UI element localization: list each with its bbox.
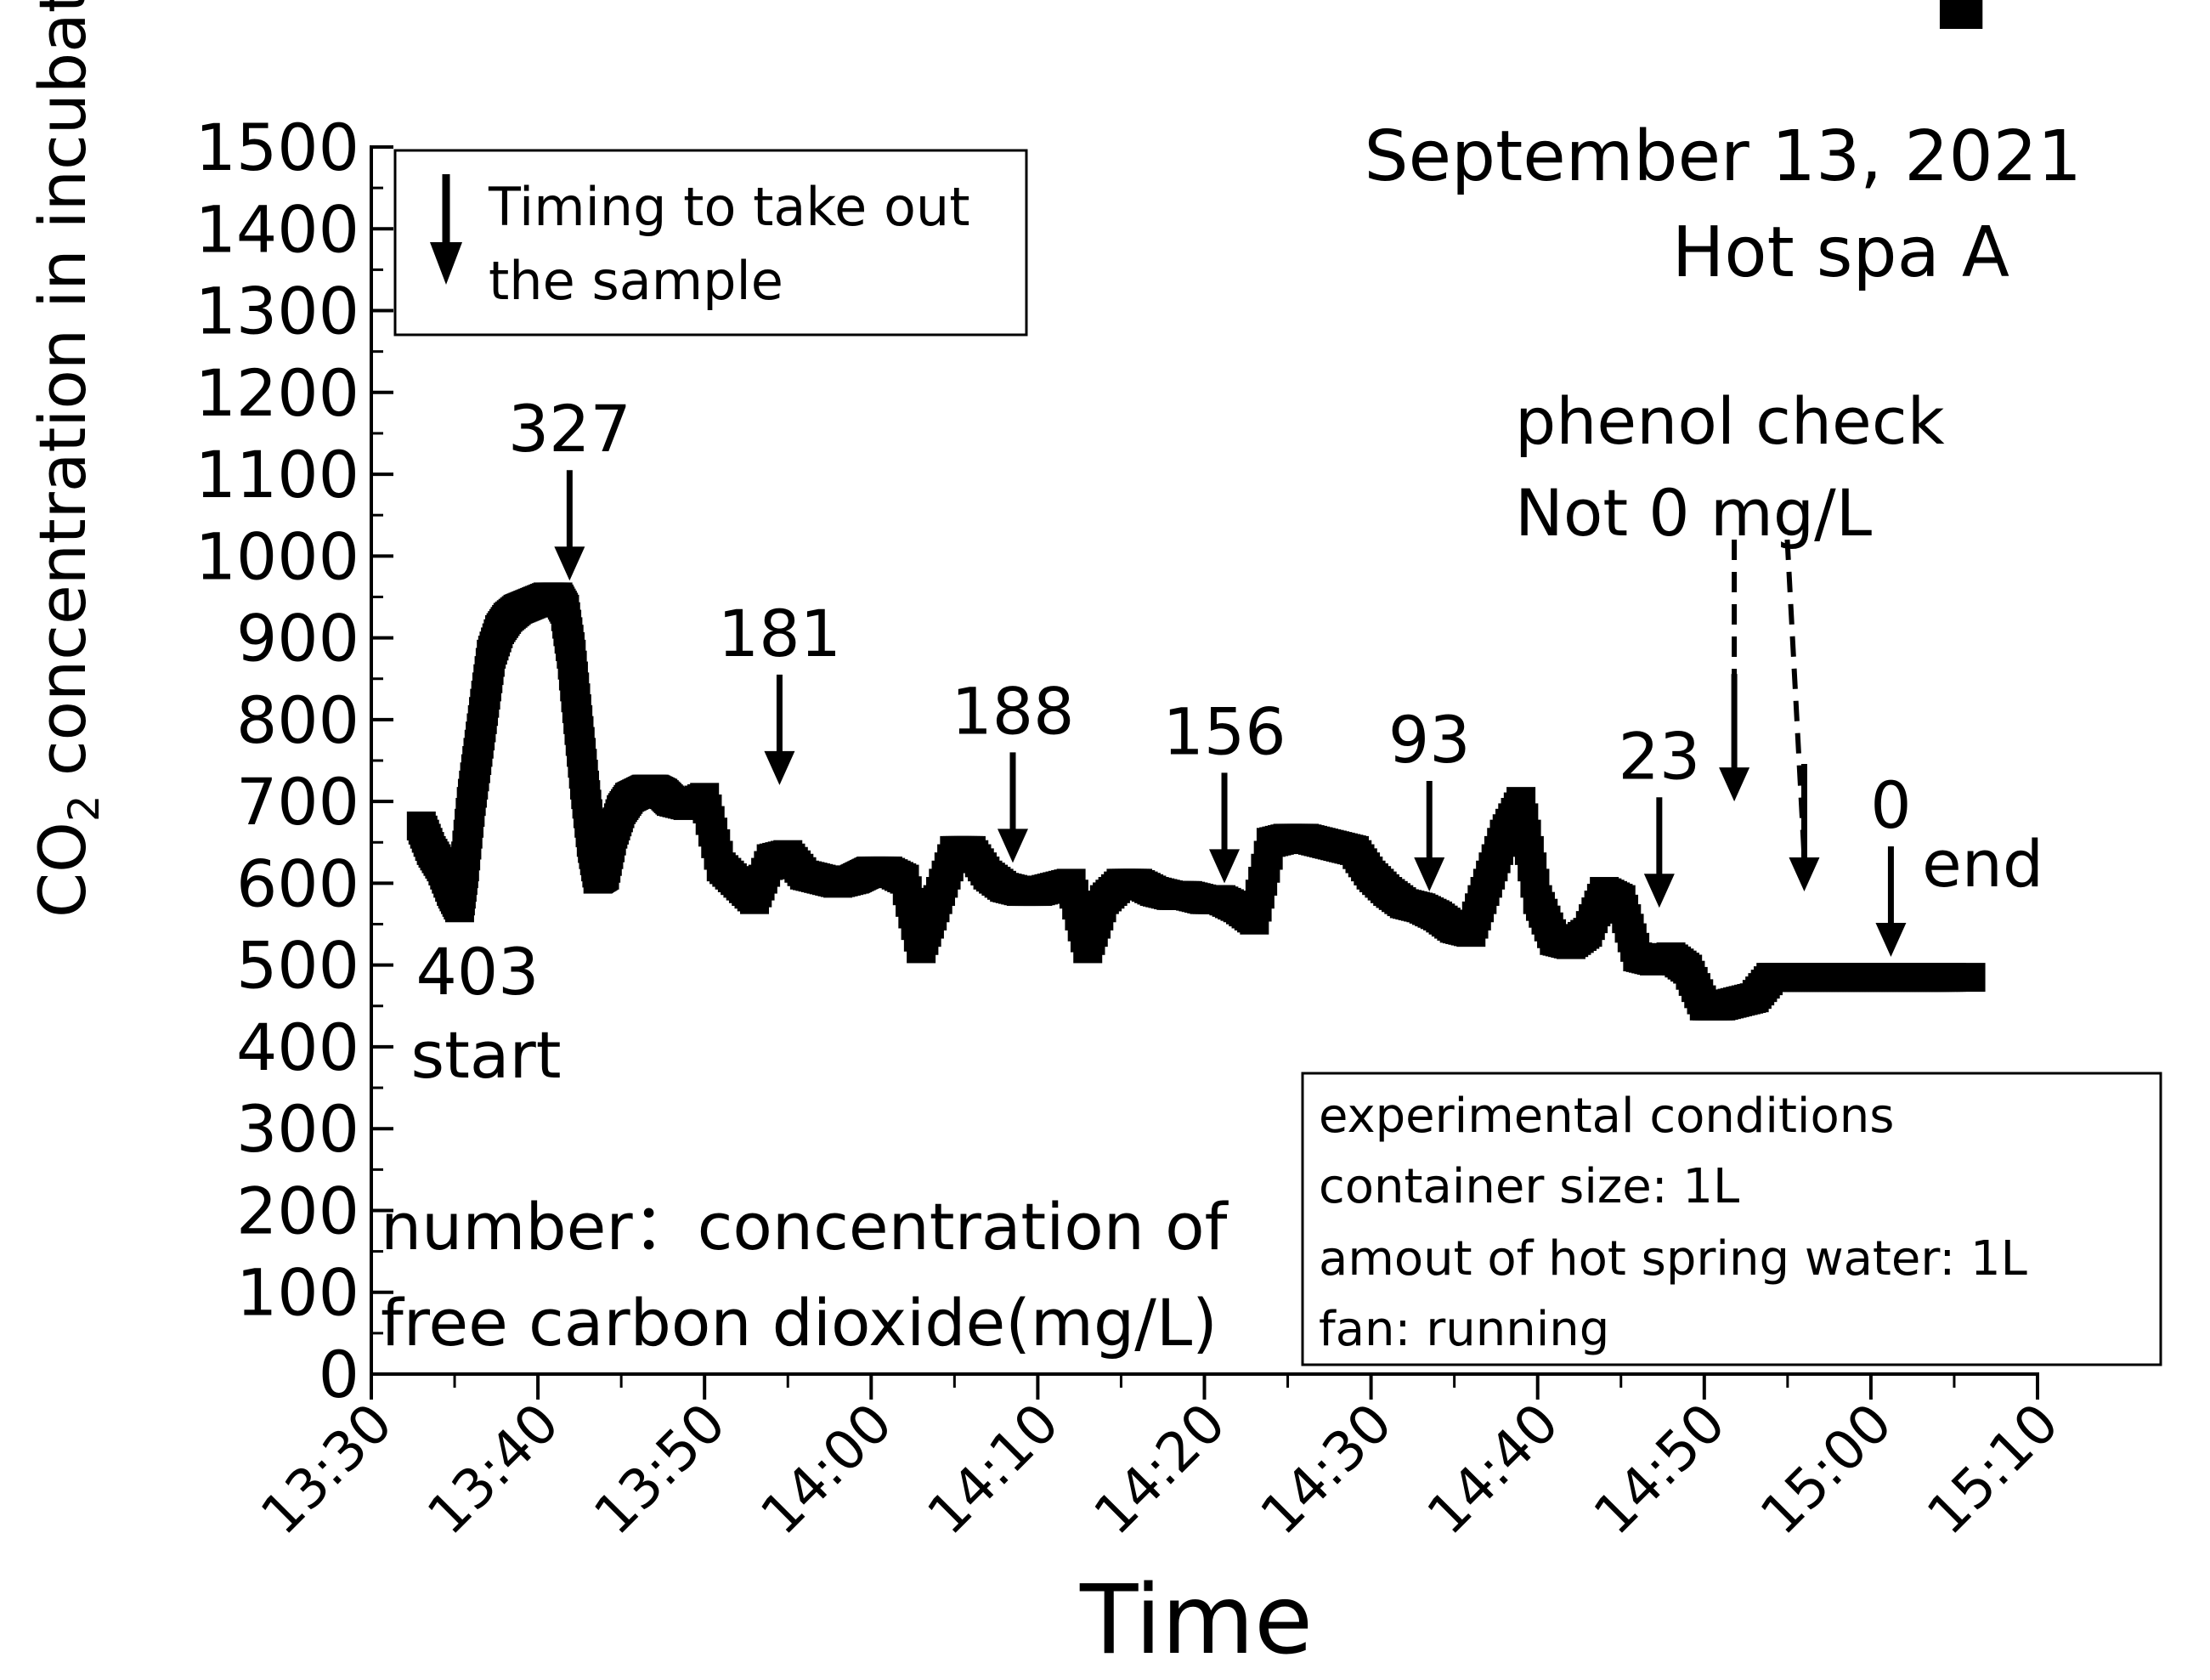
arrow-head-icon	[1875, 923, 1907, 958]
legend: Timing to take out the sample	[393, 149, 1028, 337]
x-tick-label: 14:40	[1416, 1392, 1571, 1547]
x-tick-label: 13:40	[416, 1392, 572, 1547]
end-label: end	[1922, 826, 2043, 902]
x-tick-label: 15:00	[1749, 1392, 1904, 1547]
y-tick-label: 1300	[195, 274, 359, 349]
y-tick-label: 1000	[195, 518, 359, 594]
legend-line-1: Timing to take out	[488, 176, 970, 238]
condition-line: amout of hot spring water: 1L	[1319, 1231, 2027, 1287]
condition-line: fan: running	[1319, 1302, 1609, 1357]
x-tick-label: 14:20	[1082, 1392, 1238, 1547]
phenol-arrow	[1719, 540, 1750, 802]
y-tick-label: 300	[236, 1091, 359, 1167]
y-tick-label: 900	[236, 601, 359, 676]
arrow-head-icon	[764, 750, 795, 785]
annotation-label: 188	[951, 673, 1074, 749]
y-label-co: CO	[25, 822, 100, 918]
y-tick-label: 1400	[195, 191, 359, 267]
x-tick-label: 14:10	[916, 1392, 1071, 1547]
legend-box	[393, 149, 1028, 337]
y-label-rest: concentration in incubator (ppm)	[25, 0, 100, 776]
annotation-label: 327	[508, 391, 631, 467]
y-tick-label: 500	[236, 928, 359, 1004]
data-layer	[406, 0, 1986, 1021]
arrow-head-icon	[1643, 874, 1675, 908]
data-point	[1956, 963, 1986, 993]
annotation-label: 93	[1388, 702, 1471, 778]
y-tick-label: 100	[236, 1255, 359, 1331]
legend-line-2: the sample	[489, 250, 783, 312]
annotation-label: 403	[415, 934, 539, 1010]
x-tick-label: 15:10	[1916, 1392, 2072, 1547]
conditions-frame	[1301, 1072, 2162, 1366]
arrow-head-icon	[1414, 857, 1445, 892]
legend-arrow-icon	[430, 242, 462, 285]
arrow-head-icon	[554, 546, 585, 581]
sample-arrow	[997, 752, 1028, 863]
x-tick-label: 14:00	[749, 1392, 905, 1547]
annotation-label: 23	[1618, 718, 1700, 794]
phenol-arrow	[1784, 539, 1820, 892]
sample-arrow	[1875, 846, 1907, 958]
arrow-head-icon	[1789, 857, 1820, 892]
annotation-label: 156	[1163, 693, 1286, 769]
x-tick-label: 13:50	[583, 1392, 738, 1547]
y-tick-label: 200	[236, 1173, 359, 1248]
y-tick-label: 800	[236, 682, 359, 758]
y-axis-label: CO2 concentration in incubator (ppm)	[25, 0, 109, 918]
sample-arrow	[1414, 781, 1445, 892]
annotation-label-start: start	[410, 1017, 561, 1093]
y-tick-label: 1200	[195, 355, 359, 431]
y-tick-label: 400	[236, 1010, 359, 1085]
arrow-head-icon	[1719, 767, 1750, 802]
conditions-box: experimental conditions container size: …	[1301, 1072, 2162, 1366]
chart-title: September 13, 2021	[1365, 116, 2082, 197]
note-line-2: free carbon dioxide(mg/L)	[381, 1285, 1218, 1360]
y-label-subscript: 2	[59, 795, 109, 822]
sample-arrow	[1209, 772, 1241, 884]
phenol-label-1: phenol check	[1515, 383, 1945, 459]
sample-arrow	[554, 470, 585, 581]
note-line-1: number：concentration of	[381, 1189, 1229, 1264]
chart-subtitle: Hot spa A	[1672, 212, 2009, 293]
y-tick-label: 700	[236, 764, 359, 840]
annotation-label: 181	[718, 596, 841, 671]
y-tick-label: 1100	[195, 437, 359, 512]
sample-arrow	[764, 674, 795, 785]
x-tick-label: 13:30	[250, 1392, 405, 1547]
y-tick-label: 600	[236, 846, 359, 921]
y-tick-label: 0	[319, 1337, 359, 1412]
annotation-label: 0	[1870, 767, 1911, 843]
arrow-head-icon	[997, 829, 1028, 863]
x-axis-label: Time	[1079, 1565, 1313, 1676]
phenol-label-2: Not 0 mg/L	[1515, 475, 1872, 551]
data-point	[1953, 0, 1983, 29]
condition-line: experimental conditions	[1319, 1089, 1894, 1144]
sample-arrow	[1643, 797, 1675, 908]
arrow-head-icon	[1209, 849, 1241, 884]
x-tick-label: 14:50	[1582, 1392, 1738, 1547]
x-tick-label: 14:30	[1249, 1392, 1405, 1547]
svg-text:CO2concentration in incubator: CO2 concentration in incubator (ppm)	[25, 0, 109, 918]
y-tick-label: 1500	[195, 110, 359, 185]
condition-line: container size: 1L	[1319, 1159, 1739, 1214]
